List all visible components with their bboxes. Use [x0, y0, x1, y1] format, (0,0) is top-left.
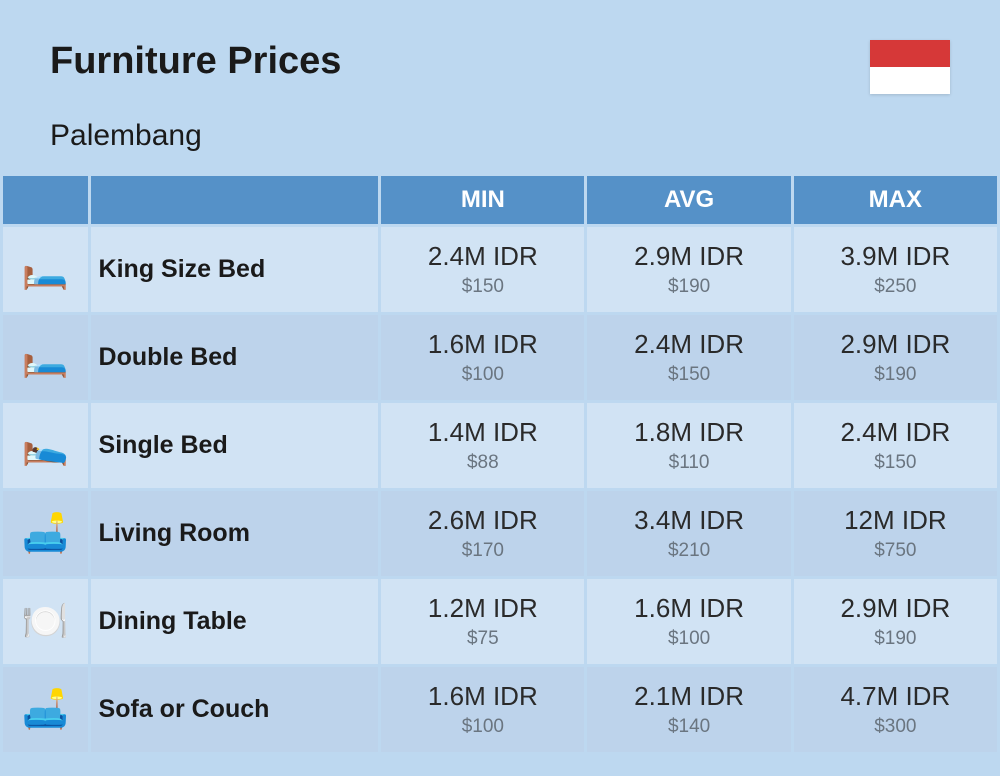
- price-usd: $170: [381, 540, 584, 562]
- price-usd: $750: [794, 540, 997, 562]
- furniture-name: King Size Bed: [91, 227, 379, 312]
- price-min: 1.2M IDR $75: [381, 579, 584, 664]
- table-row: 🛏️ King Size Bed 2.4M IDR $150 2.9M IDR …: [3, 227, 997, 312]
- price-idr: 2.1M IDR: [587, 681, 790, 712]
- flag-icon: [870, 40, 950, 94]
- price-idr: 1.4M IDR: [381, 417, 584, 448]
- header: Furniture Prices: [0, 0, 1000, 109]
- furniture-icon: 🛏️: [3, 227, 88, 312]
- price-usd: $75: [381, 628, 584, 650]
- price-idr: 1.6M IDR: [381, 681, 584, 712]
- price-usd: $150: [794, 452, 997, 474]
- price-avg: 3.4M IDR $210: [587, 491, 790, 576]
- furniture-name: Single Bed: [91, 403, 379, 488]
- price-usd: $110: [587, 452, 790, 474]
- furniture-name: Sofa or Couch: [91, 667, 379, 752]
- price-idr: 12M IDR: [794, 505, 997, 536]
- price-idr: 4.7M IDR: [794, 681, 997, 712]
- price-avg: 1.8M IDR $110: [587, 403, 790, 488]
- price-max: 3.9M IDR $250: [794, 227, 997, 312]
- price-min: 2.4M IDR $150: [381, 227, 584, 312]
- price-min: 1.4M IDR $88: [381, 403, 584, 488]
- price-usd: $100: [587, 628, 790, 650]
- table-row: 🛌 Single Bed 1.4M IDR $88 1.8M IDR $110 …: [3, 403, 997, 488]
- price-idr: 2.4M IDR: [381, 241, 584, 272]
- price-usd: $300: [794, 716, 997, 738]
- price-usd: $100: [381, 364, 584, 386]
- price-idr: 2.9M IDR: [794, 329, 997, 360]
- price-idr: 2.4M IDR: [794, 417, 997, 448]
- furniture-name: Living Room: [91, 491, 379, 576]
- price-idr: 2.4M IDR: [587, 329, 790, 360]
- price-min: 1.6M IDR $100: [381, 315, 584, 400]
- price-idr: 2.9M IDR: [587, 241, 790, 272]
- flag-bottom: [870, 67, 950, 94]
- price-table: MIN AVG MAX 🛏️ King Size Bed 2.4M IDR $1…: [0, 173, 1000, 755]
- price-usd: $140: [587, 716, 790, 738]
- furniture-icon: 🛋️: [3, 667, 88, 752]
- furniture-icon: 🛌: [3, 403, 88, 488]
- header-icon-col: [3, 176, 88, 224]
- price-max: 2.9M IDR $190: [794, 579, 997, 664]
- subtitle: Palembang: [0, 109, 1000, 173]
- price-min: 1.6M IDR $100: [381, 667, 584, 752]
- price-idr: 2.9M IDR: [794, 593, 997, 624]
- price-usd: $88: [381, 452, 584, 474]
- price-max: 2.4M IDR $150: [794, 403, 997, 488]
- price-avg: 2.4M IDR $150: [587, 315, 790, 400]
- price-min: 2.6M IDR $170: [381, 491, 584, 576]
- price-usd: $190: [794, 364, 997, 386]
- table-row: 🛋️ Sofa or Couch 1.6M IDR $100 2.1M IDR …: [3, 667, 997, 752]
- price-avg: 1.6M IDR $100: [587, 579, 790, 664]
- price-idr: 3.4M IDR: [587, 505, 790, 536]
- price-usd: $190: [794, 628, 997, 650]
- price-idr: 1.6M IDR: [587, 593, 790, 624]
- price-usd: $150: [381, 276, 584, 298]
- furniture-name: Dining Table: [91, 579, 379, 664]
- header-name-col: [91, 176, 379, 224]
- table-row: 🛋️ Living Room 2.6M IDR $170 3.4M IDR $2…: [3, 491, 997, 576]
- price-usd: $190: [587, 276, 790, 298]
- price-max: 12M IDR $750: [794, 491, 997, 576]
- page-title: Furniture Prices: [50, 40, 341, 83]
- header-max: MAX: [794, 176, 997, 224]
- price-avg: 2.1M IDR $140: [587, 667, 790, 752]
- furniture-name: Double Bed: [91, 315, 379, 400]
- table-row: 🛏️ Double Bed 1.6M IDR $100 2.4M IDR $15…: [3, 315, 997, 400]
- table-row: 🍽️ Dining Table 1.2M IDR $75 1.6M IDR $1…: [3, 579, 997, 664]
- price-idr: 1.2M IDR: [381, 593, 584, 624]
- price-max: 2.9M IDR $190: [794, 315, 997, 400]
- furniture-icon: 🛋️: [3, 491, 88, 576]
- price-idr: 2.6M IDR: [381, 505, 584, 536]
- header-avg: AVG: [587, 176, 790, 224]
- flag-top: [870, 40, 950, 67]
- price-usd: $210: [587, 540, 790, 562]
- price-idr: 3.9M IDR: [794, 241, 997, 272]
- furniture-icon: 🛏️: [3, 315, 88, 400]
- price-avg: 2.9M IDR $190: [587, 227, 790, 312]
- price-usd: $150: [587, 364, 790, 386]
- price-idr: 1.6M IDR: [381, 329, 584, 360]
- price-idr: 1.8M IDR: [587, 417, 790, 448]
- price-usd: $100: [381, 716, 584, 738]
- table-header-row: MIN AVG MAX: [3, 176, 997, 224]
- furniture-icon: 🍽️: [3, 579, 88, 664]
- price-max: 4.7M IDR $300: [794, 667, 997, 752]
- price-usd: $250: [794, 276, 997, 298]
- header-min: MIN: [381, 176, 584, 224]
